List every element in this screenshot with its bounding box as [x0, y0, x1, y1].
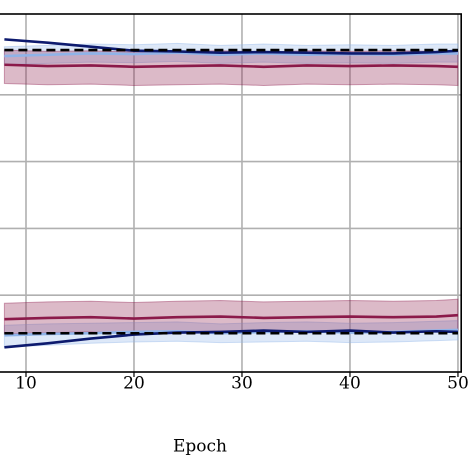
- line: [4, 63, 459, 69]
- x-tick-label: 50: [447, 374, 469, 394]
- x-tick-label: 10: [15, 374, 37, 394]
- x-tick-label: 30: [231, 374, 253, 394]
- x-tick-label: 40: [339, 374, 361, 394]
- line: [4, 51, 458, 58]
- plot-frame: [0, 13, 463, 373]
- line: [4, 313, 459, 321]
- x-tick-label: 20: [123, 374, 145, 394]
- line: [4, 38, 459, 55]
- x-axis-label: Epoch: [173, 437, 227, 457]
